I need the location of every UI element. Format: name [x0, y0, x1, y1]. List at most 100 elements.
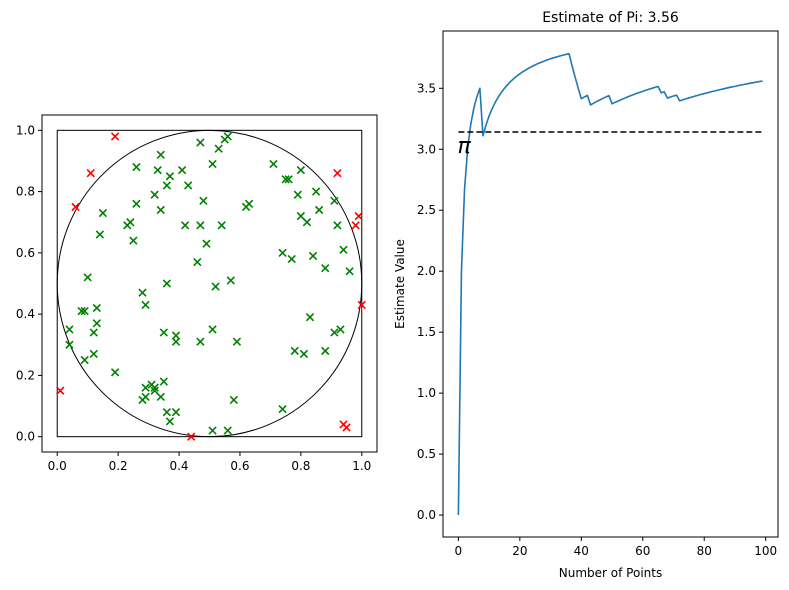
- point-stroke: [278, 248, 287, 258]
- quarter-circle-boundary: [56, 129, 363, 438]
- point-stroke: [89, 349, 98, 359]
- scatter-point: [141, 383, 150, 392]
- point-stroke: [208, 325, 217, 334]
- scatter-point: [162, 279, 172, 288]
- point-stroke: [110, 132, 120, 141]
- y-tick-label: 0.5: [417, 447, 436, 461]
- point-stroke: [177, 165, 187, 175]
- estimate-line: [457, 52, 763, 516]
- point-stroke: [290, 346, 299, 356]
- point-stroke: [314, 205, 324, 215]
- point-stroke: [56, 386, 65, 395]
- point-stroke: [342, 423, 351, 432]
- point-stroke: [199, 196, 208, 205]
- scatter-point: [299, 349, 309, 359]
- point-stroke: [80, 306, 89, 316]
- scatter-point: [150, 386, 159, 395]
- point-stroke: [92, 303, 101, 313]
- scatter-point: [77, 306, 86, 316]
- scatter-point: [156, 205, 165, 215]
- y-axis-label: Estimate Value: [393, 239, 407, 329]
- scatter-point: [311, 187, 321, 196]
- point-stroke: [229, 395, 239, 405]
- scatter-chart: 0.0 0.2 0.4 0.6 0.8 1.0 0.0 0.2 0.4 0.6 0.8 1.0: [16, 114, 378, 473]
- scatter-point: [302, 218, 312, 227]
- scatter-point: [321, 264, 330, 273]
- y-tick-label: 2.0: [417, 264, 436, 278]
- point-stroke: [278, 404, 287, 414]
- point-stroke: [153, 165, 162, 175]
- scatter-point: [132, 199, 141, 209]
- point-stroke: [302, 218, 312, 227]
- point-stroke: [80, 355, 89, 365]
- scatter-point: [226, 276, 235, 285]
- scatter-point: [223, 132, 232, 141]
- scatter-point: [333, 169, 342, 178]
- point-stroke: [202, 239, 211, 248]
- scatter-point: [290, 346, 299, 356]
- scatter-point: [223, 426, 232, 435]
- scatter-point: [193, 257, 202, 267]
- scatter-point: [308, 251, 318, 261]
- point-stroke: [132, 199, 141, 209]
- scatter-point: [156, 392, 165, 402]
- scatter-point: [80, 306, 89, 316]
- point-stroke: [330, 196, 339, 205]
- y-tick-label: 3.0: [417, 142, 436, 156]
- x-axis-label: Number of Points: [559, 566, 662, 580]
- point-stroke: [92, 319, 101, 328]
- scatter-point: [339, 245, 348, 254]
- point-stroke: [171, 408, 181, 417]
- point-stroke: [211, 282, 220, 291]
- scatter-point: [202, 239, 211, 248]
- scatter-point: [65, 340, 74, 349]
- point-stroke: [321, 264, 330, 273]
- scatter-point: [244, 199, 254, 209]
- point-stroke: [293, 190, 302, 199]
- scatter-point: [165, 172, 175, 181]
- scatter-point: [156, 150, 165, 159]
- scatter-point: [162, 181, 172, 190]
- scatter-point: [208, 426, 217, 435]
- y-tick-label: 0.6: [16, 246, 35, 260]
- point-stroke: [138, 288, 147, 297]
- point-stroke: [150, 386, 159, 395]
- y-tick-label: 1.0: [417, 386, 436, 400]
- point-stroke: [180, 221, 190, 230]
- point-stroke: [83, 273, 92, 282]
- point-stroke: [95, 230, 105, 239]
- scatter-point: [296, 211, 306, 221]
- point-stroke: [296, 165, 306, 175]
- scatter-point: [196, 337, 205, 346]
- point-stroke: [223, 132, 232, 141]
- point-stroke: [354, 211, 363, 221]
- scatter-point: [80, 355, 89, 365]
- point-stroke: [226, 276, 235, 285]
- x-tick-label: 0.8: [291, 459, 310, 473]
- point-stroke: [351, 221, 360, 230]
- scatter-point: [171, 331, 181, 340]
- x-tick-label: 100: [754, 544, 777, 558]
- scatter-point: [110, 368, 120, 377]
- point-stroke: [110, 368, 120, 377]
- x-tick-label: 0.4: [169, 459, 188, 473]
- point-stroke: [193, 257, 202, 267]
- scatter-point: [281, 175, 290, 184]
- y-tick-label: 0.2: [16, 368, 35, 382]
- scatter-point: [95, 230, 105, 239]
- scatter-point: [138, 288, 147, 297]
- point-stroke: [132, 162, 141, 172]
- x-tick-label: 40: [574, 544, 589, 558]
- scatter-point: [211, 282, 220, 291]
- y-tick-label: 0.0: [417, 508, 436, 522]
- point-stroke: [165, 172, 175, 181]
- scatter-point: [269, 159, 278, 169]
- scatter-point: [171, 408, 181, 417]
- point-stroke: [305, 313, 315, 322]
- point-stroke: [284, 175, 293, 184]
- scatter-point: [278, 404, 287, 414]
- axes-frame: [442, 30, 779, 538]
- scatter-point: [171, 337, 181, 346]
- point-stroke: [345, 267, 354, 276]
- point-stroke: [223, 426, 232, 435]
